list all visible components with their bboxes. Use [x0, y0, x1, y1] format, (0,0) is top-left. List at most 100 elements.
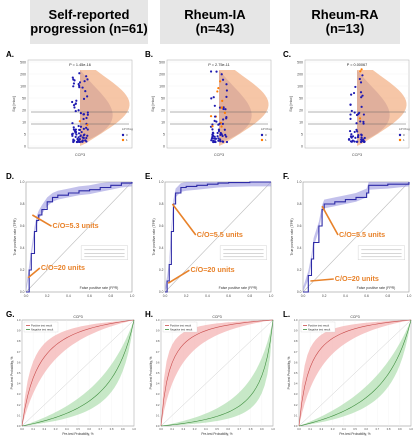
x-tick-label: 0.2: [45, 294, 50, 298]
data-point: [211, 125, 214, 128]
x-tick-label: 0.2: [320, 427, 324, 431]
x-tick-label: 0.0: [163, 294, 168, 298]
y-axis-label: Sig [rnkw]: [289, 96, 293, 111]
legend-marker: [398, 133, 402, 137]
y-tick-label: 0.5: [17, 371, 21, 375]
data-point: [71, 132, 74, 135]
x-tick-label: 0.2: [184, 294, 189, 298]
data-point: [213, 119, 216, 122]
y-tick-label: 0.0: [297, 290, 302, 294]
y-tick-label: 1.0: [294, 318, 298, 322]
data-point: [77, 136, 80, 139]
data-point: [221, 134, 224, 138]
data-point: [79, 125, 83, 128]
data-point: [362, 139, 365, 142]
legend-box: [357, 245, 405, 261]
negative-test-band: [161, 320, 273, 426]
x-axis-label: False positive rate (FPR): [219, 286, 258, 290]
data-point: [212, 140, 215, 144]
chart-svg: 0.00.0 0.2 0.2 0.4 0.4 0.6 0.6 0.8 0.8 1.0 1.0 Fals…: [152, 180, 274, 298]
annotation-arrow: [310, 278, 334, 282]
x-axis-label: False positive rate (FPR): [357, 286, 396, 290]
positive-test-band: [22, 320, 134, 426]
data-point: [359, 140, 363, 144]
data-point: [355, 140, 358, 143]
legend-label: 0: [265, 133, 267, 137]
data-point: [357, 135, 360, 139]
header-line1: Rheum-IA: [184, 7, 246, 22]
data-point: [77, 124, 80, 128]
x-tick-label: 0.4: [65, 427, 69, 431]
x-tick-label: 0.8: [249, 427, 253, 431]
chart-title: P = 2.75e-11: [208, 63, 230, 67]
x-tick-label: 0.8: [387, 427, 391, 431]
data-point: [211, 123, 214, 126]
y-axis-label: Post-test Probability, %: [149, 356, 153, 389]
y-tick-label: 5: [163, 133, 165, 137]
x-tick-label: 1.0: [409, 427, 413, 431]
y-axis-label: True positive rate (TPR): [290, 218, 294, 255]
data-point: [225, 135, 228, 138]
legend-label: 1: [265, 138, 267, 142]
data-point: [349, 113, 352, 116]
data-point: [72, 126, 75, 129]
data-point: [359, 70, 362, 73]
y-tick-label: 0.1: [156, 413, 160, 417]
legend-marker: [260, 138, 264, 142]
data-point: [360, 105, 363, 108]
y-tick-label: 100: [159, 85, 165, 89]
data-point: [217, 123, 220, 126]
y-tick-label: 0.6: [20, 224, 25, 228]
panel-g: G. CCP3 0.0 0.0 0.1 0.1 0.2 0.2 0.3 0.3 0.4 0.4 0.5 0…: [6, 310, 138, 438]
x-tick-label: 1.0: [130, 294, 135, 298]
x-axis-label: Pre-test Probability, %: [339, 432, 370, 436]
data-point: [72, 138, 75, 141]
data-point: [348, 129, 352, 133]
y-tick-label: 0.6: [294, 360, 298, 364]
data-point: [82, 97, 86, 100]
data-point: [225, 83, 228, 86]
data-point: [209, 115, 213, 118]
data-point: [221, 78, 225, 81]
x-tick-label: 1.0: [269, 294, 274, 298]
chance-diagonal: [302, 181, 410, 293]
y-axis-label: Sig [rnkw]: [12, 96, 16, 111]
y-tick-label: 0: [163, 145, 165, 149]
data-point: [210, 97, 213, 100]
panel-l: L. CCP3 0.0 0.0 0.1 0.1 0.2 0.2 0.3 0.3 0.4 0.4 0.5 0…: [283, 310, 415, 438]
annotation-arrow: [321, 205, 339, 236]
y-tick-label: 0.4: [17, 382, 21, 386]
legend-box: [300, 321, 336, 333]
data-point: [213, 135, 216, 138]
data-point: [73, 106, 76, 109]
data-point: [219, 80, 222, 83]
y-tick-label: 0.6: [159, 224, 164, 228]
y-tick-label: 10: [22, 121, 26, 125]
data-point: [361, 94, 364, 97]
y-tick-label: 200: [20, 73, 26, 77]
data-point: [355, 122, 358, 125]
x-tick-label: 0.2: [322, 294, 327, 298]
data-point: [358, 77, 361, 81]
data-point: [77, 109, 80, 112]
roc-curve: [165, 181, 271, 293]
legend-title: LP Prog: [261, 127, 272, 131]
x-tick-label: 0.7: [99, 427, 103, 431]
x-tick-label: 0.0: [297, 427, 301, 431]
chart-svg: CCP30.00.00.10.10.20.20.30.30.40.40.50.5…: [287, 315, 413, 436]
x-axis-label: CCP3: [352, 153, 362, 157]
panel-label: G.: [6, 310, 15, 319]
panel-label: E.: [145, 172, 153, 181]
y-tick-label: 100: [297, 85, 303, 89]
data-point: [85, 136, 88, 140]
header-line2: (n=13): [325, 21, 365, 36]
positive-test-band: [161, 320, 273, 426]
y-tick-label: 0.5: [294, 371, 298, 375]
data-point: [360, 96, 363, 99]
y-tick-label: 0.8: [159, 202, 164, 206]
roc-curve: [26, 182, 133, 293]
data-point: [223, 128, 226, 131]
data-point: [83, 80, 86, 83]
legend-label: 0: [126, 133, 128, 137]
y-tick-label: 20: [22, 109, 26, 113]
